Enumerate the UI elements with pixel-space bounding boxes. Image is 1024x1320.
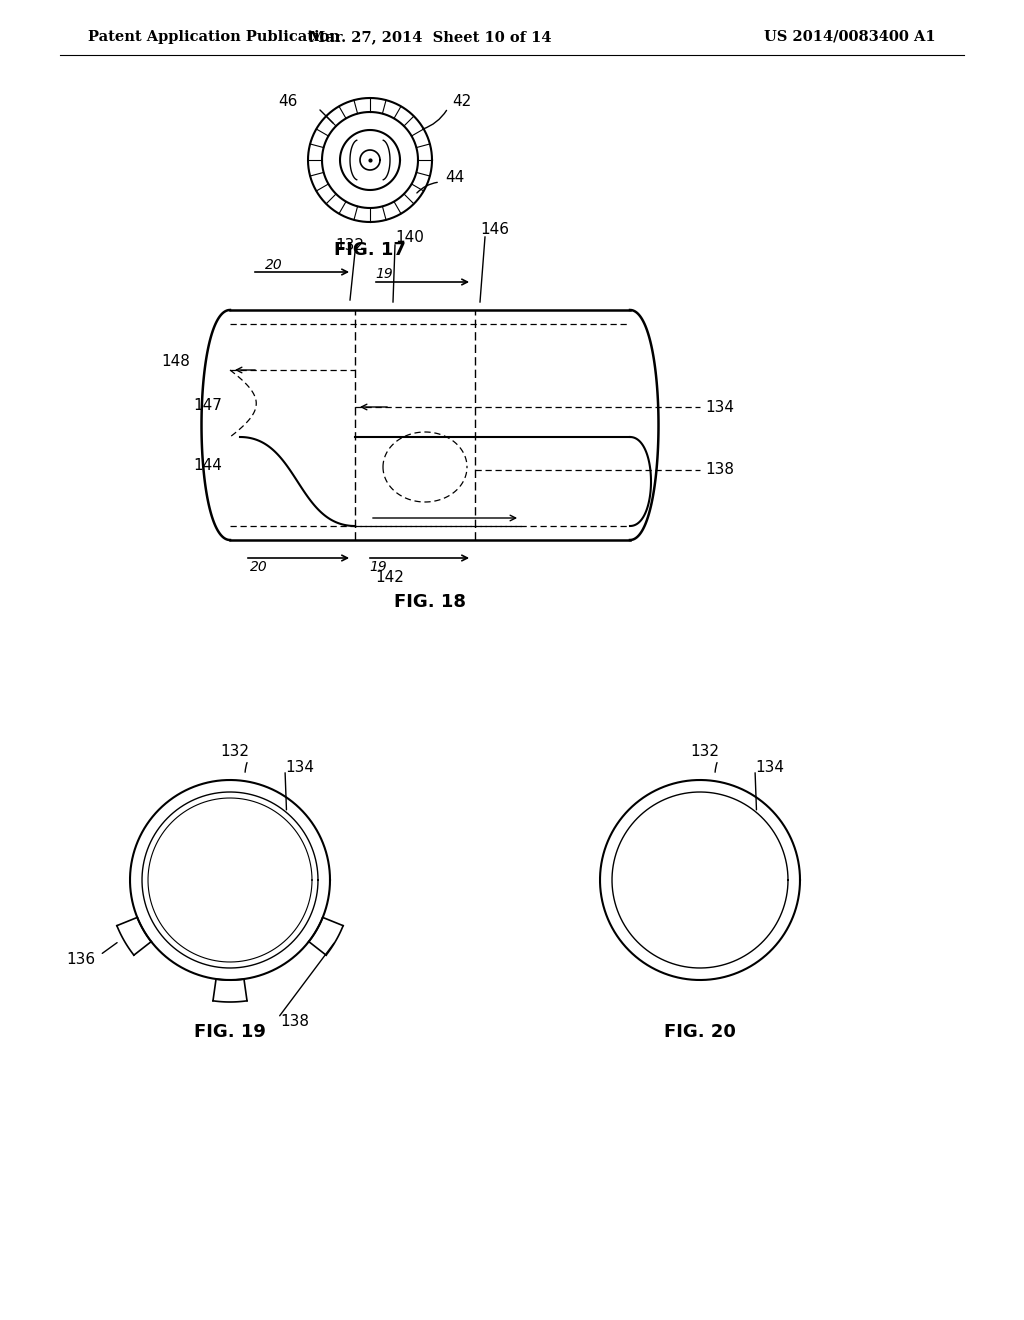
Text: 44: 44 [445, 170, 464, 186]
Text: 134: 134 [755, 760, 784, 776]
Text: 142: 142 [376, 570, 404, 586]
Text: 20: 20 [265, 257, 283, 272]
Text: 148: 148 [161, 355, 190, 370]
Text: 132: 132 [220, 744, 250, 759]
Text: 138: 138 [280, 1015, 309, 1030]
Text: FIG. 18: FIG. 18 [394, 593, 466, 611]
Text: 19: 19 [375, 267, 393, 281]
Text: 138: 138 [705, 462, 734, 478]
Text: 42: 42 [452, 95, 471, 110]
Text: FIG. 20: FIG. 20 [664, 1023, 736, 1041]
Text: 147: 147 [194, 397, 222, 412]
Text: 132: 132 [690, 744, 720, 759]
Text: Mar. 27, 2014  Sheet 10 of 14: Mar. 27, 2014 Sheet 10 of 14 [309, 30, 551, 44]
Text: 132: 132 [336, 238, 365, 252]
Text: 134: 134 [705, 400, 734, 414]
Text: FIG. 17: FIG. 17 [334, 242, 406, 259]
Text: 140: 140 [395, 231, 424, 246]
Text: US 2014/0083400 A1: US 2014/0083400 A1 [764, 30, 936, 44]
Text: 19: 19 [369, 560, 387, 574]
Text: 146: 146 [480, 223, 510, 238]
Text: 144: 144 [194, 458, 222, 473]
Text: 136: 136 [66, 953, 95, 968]
Text: 20: 20 [250, 560, 267, 574]
Text: Patent Application Publication: Patent Application Publication [88, 30, 340, 44]
Text: 46: 46 [279, 95, 298, 110]
Text: FIG. 19: FIG. 19 [195, 1023, 266, 1041]
Text: 134: 134 [285, 760, 314, 776]
